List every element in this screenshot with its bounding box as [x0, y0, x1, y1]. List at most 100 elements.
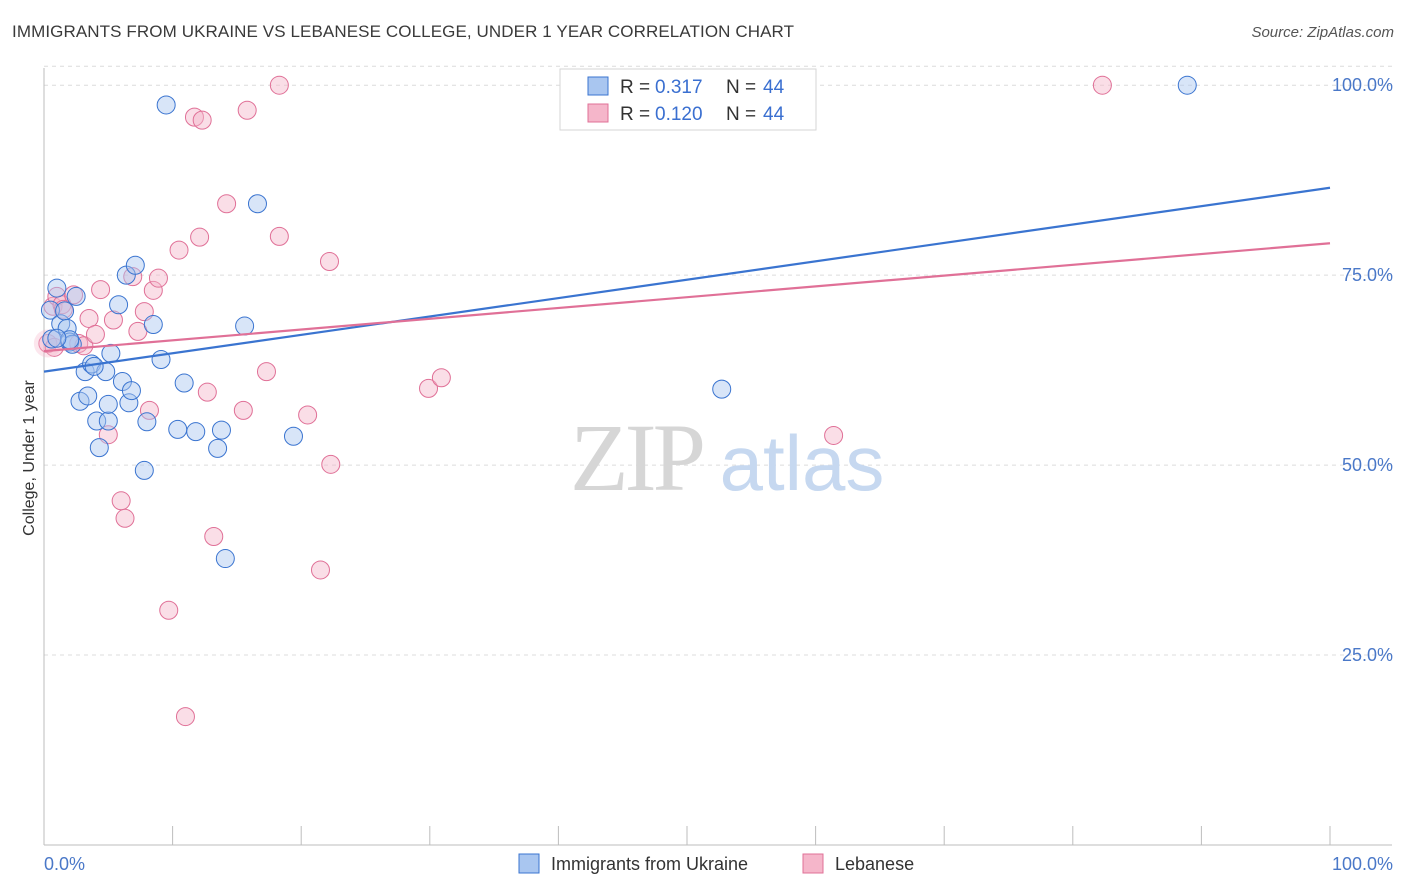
- y-tick-label: 100.0%: [1332, 75, 1393, 95]
- y-tick-label: 75.0%: [1342, 265, 1393, 285]
- lebanese-point: [98, 425, 118, 445]
- lebanese-point: [319, 251, 339, 271]
- lebanese-point: [217, 194, 237, 214]
- legend-key-ukraine: [518, 853, 540, 874]
- lebanese-point: [143, 280, 163, 300]
- ukraine-trend-line: [43, 186, 1331, 373]
- lebanese-point: [321, 454, 341, 474]
- ukraine-point: [215, 549, 235, 569]
- lebanese-point: [204, 527, 224, 547]
- lebanese-point: [310, 560, 330, 580]
- lebanese-point: [256, 362, 276, 382]
- axes: [43, 68, 1392, 846]
- lebanese-point: [190, 227, 210, 247]
- trend-lines: [43, 186, 1331, 373]
- legend-n-label-2: N =: [726, 104, 756, 125]
- ukraine-point: [66, 286, 86, 306]
- watermark-atlas: atlas: [720, 419, 885, 507]
- lebanese-point: [184, 107, 204, 127]
- lebanese-point: [115, 508, 135, 528]
- ukraine-point: [208, 438, 228, 458]
- lebanese-point: [419, 378, 439, 398]
- lebanese-point: [1092, 75, 1112, 95]
- lebanese-point: [134, 302, 154, 322]
- ukraine-point: [109, 295, 129, 315]
- stats-legend: R = 0.317 N = 44 R = 0.120 N = 44: [559, 68, 817, 131]
- ukraine-point: [283, 426, 303, 446]
- lebanese-trend-line: [43, 242, 1331, 353]
- legend-label-lebanese: Lebanese: [835, 854, 914, 874]
- ukraine-point: [78, 386, 98, 406]
- ukraine-point: [47, 328, 67, 348]
- y-tick-label: 25.0%: [1342, 645, 1393, 665]
- ukraine-point: [98, 394, 118, 414]
- lebanese-point: [298, 405, 318, 425]
- lebanese-point: [91, 280, 111, 300]
- ukraine-point: [47, 278, 67, 298]
- legend-swatch-ukraine: [587, 76, 609, 96]
- ukraine-point: [143, 315, 163, 335]
- lebanese-point: [197, 382, 217, 402]
- ukraine-point: [125, 255, 145, 275]
- lebanese-point: [148, 268, 168, 288]
- legend-r-label-1: R =: [620, 77, 650, 98]
- lebanese-point: [237, 100, 257, 120]
- lebanese-point: [269, 226, 289, 246]
- lebanese-point: [169, 240, 189, 260]
- lebanese-point: [85, 324, 105, 344]
- lebanese-point: [123, 267, 143, 287]
- legend-label-ukraine: Immigrants from Ukraine: [551, 854, 748, 874]
- source-label: Source: ZipAtlas.com: [1251, 24, 1394, 41]
- legend-n-value-2: 44: [763, 104, 785, 125]
- ukraine-point: [211, 420, 231, 440]
- y-axis-label: College, Under 1 year: [21, 380, 38, 536]
- ukraine-point: [247, 194, 267, 214]
- ukraine-point: [55, 301, 75, 321]
- legend-n-label-1: N =: [726, 77, 756, 98]
- series-legend: Immigrants from Ukraine Lebanese: [518, 853, 914, 874]
- lebanese-point: [111, 491, 131, 511]
- legend-n-value-1: 44: [763, 77, 785, 98]
- lebanese-point: [824, 425, 844, 445]
- lebanese-point: [192, 110, 212, 130]
- lebanese-point: [233, 400, 253, 420]
- lebanese-point: [159, 600, 179, 620]
- x-tick-labels: 0.0% 100.0%: [44, 854, 1393, 874]
- ukraine-point: [186, 422, 206, 442]
- ukraine-point: [89, 438, 109, 458]
- lebanese-point: [175, 707, 195, 727]
- lebanese-point: [139, 400, 159, 420]
- x-tick-label-max: 100.0%: [1332, 854, 1393, 874]
- legend-r-value-2: 0.120: [655, 104, 703, 125]
- x-tick-label-min: 0.0%: [44, 854, 85, 874]
- lebanese-point: [269, 75, 289, 95]
- ukraine-point: [121, 381, 141, 401]
- y-tick-label: 50.0%: [1342, 455, 1393, 475]
- legend-key-lebanese: [802, 853, 824, 874]
- lebanese-point: [79, 308, 99, 328]
- watermark-zip: ZIP: [570, 404, 703, 511]
- series-ukraine: [40, 75, 1197, 569]
- legend-swatch-lebanese: [587, 103, 609, 123]
- ukraine-point: [174, 373, 194, 393]
- gridlines: [44, 65, 1392, 656]
- ukraine-point: [156, 95, 176, 115]
- ukraine-point: [168, 419, 188, 439]
- ukraine-point: [87, 411, 107, 431]
- ukraine-point: [134, 460, 154, 480]
- ukraine-point: [1177, 75, 1197, 95]
- ukraine-point: [98, 411, 118, 431]
- series-lebanese: [33, 75, 1112, 727]
- ukraine-point: [235, 316, 255, 336]
- legend-r-label-2: R =: [620, 104, 650, 125]
- ukraine-point: [40, 300, 60, 320]
- ukraine-point: [137, 412, 157, 432]
- y-tick-labels: 25.0% 50.0% 75.0% 100.0%: [1332, 75, 1393, 665]
- lebanese-point: [431, 368, 451, 388]
- ukraine-point: [712, 379, 732, 399]
- chart-title: IMMIGRANTS FROM UKRAINE VS LEBANESE COLL…: [12, 22, 795, 41]
- lebanese-point: [103, 310, 123, 330]
- legend-r-value-1: 0.317: [655, 77, 703, 98]
- ukraine-point: [119, 393, 139, 413]
